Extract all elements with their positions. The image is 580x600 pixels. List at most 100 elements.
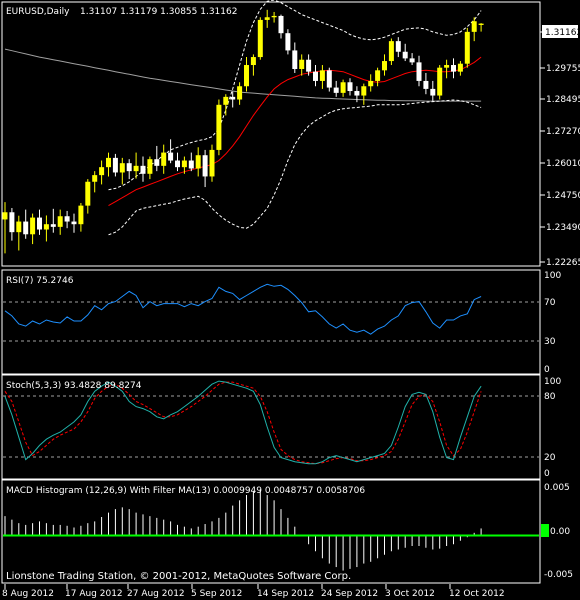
candle-body — [457, 63, 463, 72]
candle — [99, 160, 105, 185]
price-label: 1.29755 — [546, 64, 580, 74]
candle-body — [451, 65, 456, 72]
stoch-main-line — [4, 380, 482, 465]
date-label: 14 Sep 2012 — [257, 589, 314, 599]
stoch-layer — [4, 380, 482, 465]
candle-body — [140, 165, 146, 174]
candle — [216, 99, 222, 156]
candle-body — [250, 57, 256, 66]
stoch-level-label: 20 — [544, 453, 556, 463]
candle-body — [161, 152, 167, 166]
candle-body — [264, 17, 270, 20]
candle — [244, 57, 249, 92]
stoch-signal-line — [4, 381, 482, 465]
candle — [9, 208, 15, 241]
candle — [250, 54, 256, 76]
price-label: 1.26010 — [546, 159, 580, 169]
candle-body — [292, 50, 298, 69]
candle-body — [319, 70, 325, 81]
candle — [175, 152, 180, 172]
price-label-current: 1.31162 — [545, 28, 580, 38]
candle — [354, 86, 360, 103]
candle-body — [257, 19, 263, 58]
candle — [119, 157, 125, 185]
candle — [264, 9, 270, 28]
candle — [168, 139, 174, 164]
candle-body — [437, 67, 443, 96]
candle — [181, 156, 187, 174]
macd-panel-frame — [1, 479, 541, 584]
candle — [423, 72, 429, 95]
price-label: 1.24750 — [546, 191, 580, 201]
date-label: 24 Sep 2012 — [321, 589, 378, 599]
candle — [313, 65, 318, 87]
price-label: 1.28495 — [546, 95, 580, 105]
candle — [382, 54, 387, 76]
current-price-marker — [542, 25, 578, 38]
rsi-level-label: 0 — [544, 365, 550, 375]
candle — [237, 82, 243, 105]
candle — [361, 83, 367, 105]
candle — [126, 159, 132, 180]
candle-body — [195, 155, 201, 169]
candle-body — [126, 163, 132, 172]
stoch-level-label: 100 — [544, 377, 561, 387]
rsi-label: RSI(7) 75.2746 — [6, 276, 74, 286]
stoch-level-label: 80 — [544, 392, 556, 402]
rsi-level-label: 100 — [544, 271, 561, 281]
candle — [30, 213, 36, 245]
date-label: 12 Oct 2012 — [449, 589, 505, 599]
candle-body — [368, 80, 374, 87]
price-panel-frame — [1, 1, 541, 267]
candle — [416, 55, 422, 87]
candle-body — [388, 41, 394, 62]
candle — [147, 156, 153, 180]
price-label: 1.23490 — [546, 223, 580, 233]
candle — [133, 152, 139, 179]
candle — [188, 152, 194, 172]
candle — [271, 11, 277, 23]
ohlc-readout: 1.31107 1.31179 1.30855 1.31162 — [80, 7, 237, 17]
candle-body — [230, 96, 236, 100]
macd-label: MACD Histogram (12,26,9) With Filter MA(… — [6, 486, 365, 496]
candle — [57, 209, 63, 235]
candle — [464, 27, 470, 68]
date-label: 27 Aug 2012 — [127, 589, 185, 599]
candle-body — [99, 167, 105, 176]
candle — [37, 209, 42, 235]
candle-body — [306, 59, 312, 72]
candle-body — [409, 58, 415, 63]
candle — [140, 156, 146, 182]
candle — [202, 149, 208, 188]
candle — [154, 145, 160, 172]
price-label: 1.22265 — [546, 258, 580, 268]
candle — [340, 79, 346, 97]
candle — [430, 80, 436, 101]
candle-body — [112, 157, 118, 173]
candle — [437, 65, 443, 100]
candle-body — [340, 82, 346, 93]
stoch-level-label: 0 — [544, 469, 550, 479]
candle-body — [223, 96, 229, 105]
candle-body — [395, 41, 401, 52]
candle — [285, 29, 291, 55]
candle — [306, 54, 312, 76]
candle-body — [188, 160, 194, 169]
candle — [388, 38, 394, 66]
candle — [368, 74, 374, 92]
candle-body — [9, 212, 15, 233]
candle-body — [181, 160, 187, 168]
candle — [457, 61, 463, 76]
candle — [333, 80, 339, 97]
time-axis: 8 Aug 2012 17 Aug 2012 27 Aug 2012 5 Sep… — [2, 584, 505, 599]
copyright-footer: Lionstone Trading Station, © 2001-2012, … — [6, 571, 351, 582]
price-label: 1.27270 — [546, 127, 580, 137]
candle-body — [168, 152, 174, 161]
candle-body — [57, 216, 63, 227]
candle-body — [444, 65, 450, 68]
candle-body — [216, 104, 222, 150]
candle — [2, 202, 8, 254]
candle-body — [119, 163, 125, 173]
